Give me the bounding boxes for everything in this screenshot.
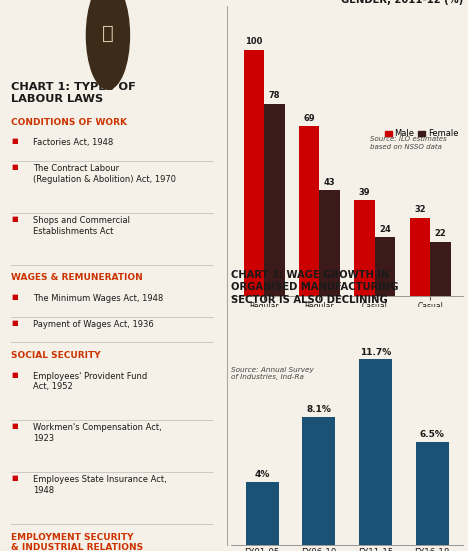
Text: SOCIAL SECURITY: SOCIAL SECURITY <box>11 351 101 360</box>
Text: Employees State Insurance Act,
1948: Employees State Insurance Act, 1948 <box>33 476 167 495</box>
Text: Employees' Provident Fund
Act, 1952: Employees' Provident Fund Act, 1952 <box>33 371 147 391</box>
Text: ■: ■ <box>11 371 18 377</box>
Text: Shops and Commercial
Establishments Act: Shops and Commercial Establishments Act <box>33 216 130 235</box>
Text: ■: ■ <box>11 476 18 481</box>
Text: ■: ■ <box>11 320 18 326</box>
Text: CHART 3: WAGE GROWTH IN
ORGANISED MANUFACTURING
SECTOR IS ALSO DECLINING: CHART 3: WAGE GROWTH IN ORGANISED MANUFA… <box>231 270 398 305</box>
Bar <box>375 237 395 296</box>
Text: 6.5%: 6.5% <box>420 430 445 439</box>
Text: 11.7%: 11.7% <box>360 348 391 356</box>
Circle shape <box>87 0 130 89</box>
Text: WAGES & REMUNERATION: WAGES & REMUNERATION <box>11 273 143 282</box>
Text: 4%: 4% <box>255 470 270 479</box>
Text: 100: 100 <box>245 37 263 46</box>
Text: ■: ■ <box>11 216 18 222</box>
Text: EMPLOYMENT SECURITY
& INDUSTRIAL RELATIONS: EMPLOYMENT SECURITY & INDUSTRIAL RELATIO… <box>11 532 143 551</box>
Text: Source: Annual Survey
of Industries, Ind-Ra: Source: Annual Survey of Industries, Ind… <box>231 366 314 380</box>
Text: 8.1%: 8.1% <box>307 405 331 414</box>
Legend: Male, Female: Male, Female <box>382 126 461 142</box>
Text: Workmen's Compensation Act,
1923: Workmen's Compensation Act, 1923 <box>33 424 161 443</box>
Text: ■: ■ <box>11 424 18 429</box>
Text: ■: ■ <box>11 164 18 170</box>
Text: 78: 78 <box>269 91 280 100</box>
Bar <box>244 50 264 296</box>
Text: 32: 32 <box>414 205 426 214</box>
Text: Source: ILO estimates
based on NSSO data: Source: ILO estimates based on NSSO data <box>370 137 447 150</box>
Bar <box>354 200 375 296</box>
Text: ⛑: ⛑ <box>102 24 114 43</box>
Text: CHART 1: TYPES OF
LABOUR LAWS: CHART 1: TYPES OF LABOUR LAWS <box>11 82 136 104</box>
Text: 69: 69 <box>303 114 315 123</box>
Bar <box>430 242 451 296</box>
Text: CONDITIONS OF WORK: CONDITIONS OF WORK <box>11 118 127 127</box>
Bar <box>302 417 335 545</box>
Bar <box>264 104 285 296</box>
Bar <box>359 359 392 545</box>
Bar <box>299 126 320 296</box>
Text: 24: 24 <box>379 224 391 234</box>
Bar <box>320 191 340 296</box>
Bar <box>410 218 430 296</box>
Text: Factories Act, 1948: Factories Act, 1948 <box>33 138 113 147</box>
Text: The Contract Labour
(Regulation & Abolition) Act, 1970: The Contract Labour (Regulation & Abolit… <box>33 164 176 183</box>
Text: 43: 43 <box>324 177 336 187</box>
Text: Payment of Wages Act, 1936: Payment of Wages Act, 1936 <box>33 320 154 329</box>
Text: ■: ■ <box>11 138 18 144</box>
Text: 39: 39 <box>359 187 370 197</box>
Text: 22: 22 <box>434 229 446 239</box>
Text: The Minimum Wages Act, 1948: The Minimum Wages Act, 1948 <box>33 294 163 303</box>
Text: CHART 2: WAGE GAPS
BETWEEN SUB-GROUPS &
GENDER, 2011-12 (%): CHART 2: WAGE GAPS BETWEEN SUB-GROUPS & … <box>320 0 463 5</box>
Text: ■: ■ <box>11 294 18 300</box>
Bar <box>246 482 278 545</box>
Bar <box>416 442 449 545</box>
